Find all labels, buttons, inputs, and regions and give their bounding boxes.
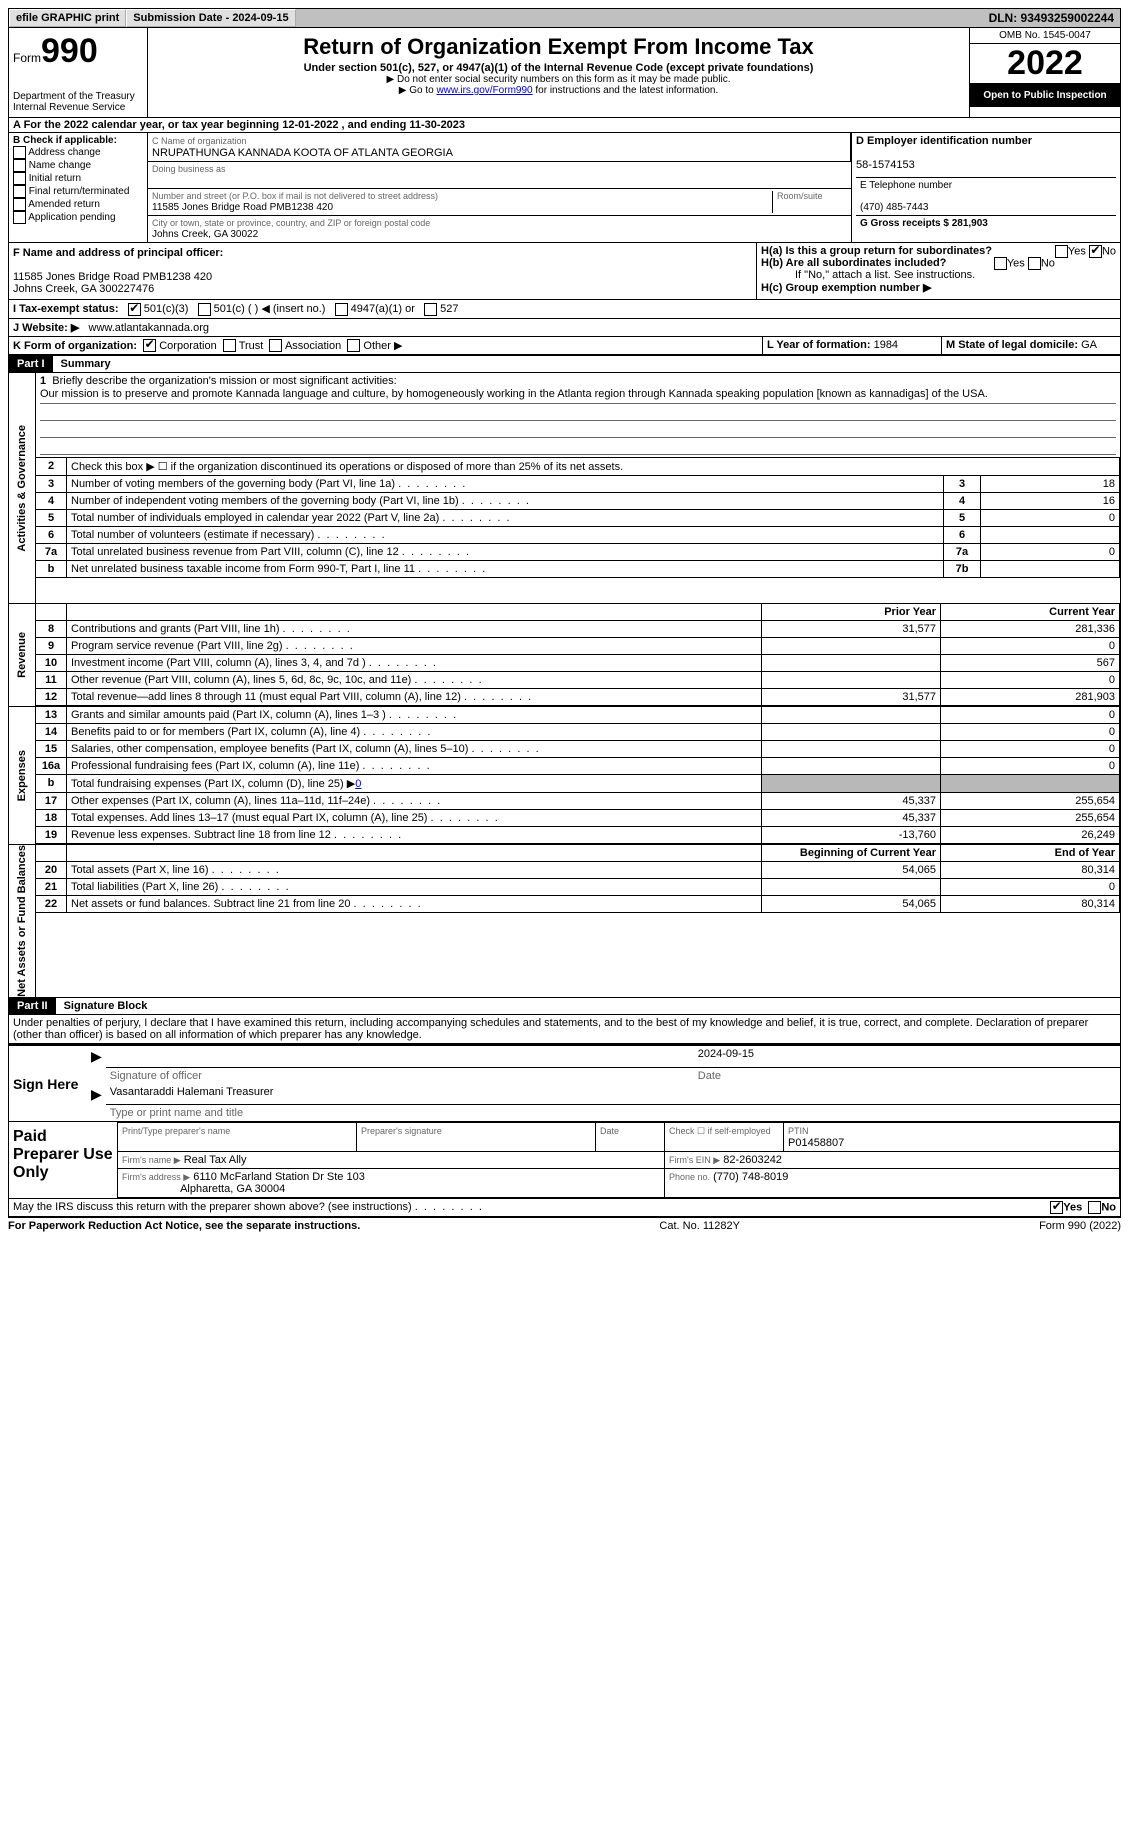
hb-no[interactable] xyxy=(1028,257,1041,270)
open-inspection: Open to Public Inspection xyxy=(970,84,1120,107)
hb-label: H(b) Are all subordinates included? xyxy=(761,257,946,269)
ha-yes[interactable] xyxy=(1055,245,1068,258)
checkbox-address-change[interactable] xyxy=(13,146,26,159)
note-ssn: ▶ Do not enter social security numbers o… xyxy=(152,74,965,85)
f-label: F Name and address of principal officer: xyxy=(13,247,223,259)
phone-value: (470) 485-7443 xyxy=(860,202,928,213)
street-label: Number and street (or P.O. box if mail i… xyxy=(152,191,438,201)
form-title: Return of Organization Exempt From Incom… xyxy=(152,34,965,60)
officer-addr: 11585 Jones Bridge Road PMB1238 420 John… xyxy=(13,271,212,295)
tax-year: 2022 xyxy=(970,43,1120,84)
ha-label: H(a) Is this a group return for subordin… xyxy=(761,245,992,257)
e-label: E Telephone number xyxy=(860,180,952,191)
declaration: Under penalties of perjury, I declare th… xyxy=(8,1015,1121,1044)
may-no[interactable] xyxy=(1088,1201,1101,1214)
b-title: B Check if applicable: xyxy=(13,135,117,146)
i-4947[interactable] xyxy=(335,303,348,316)
g-label: G Gross receipts $ 281,903 xyxy=(860,218,988,229)
website-value: www.atlantakannada.org xyxy=(89,322,209,334)
form-subtitle: Under section 501(c), 527, or 4947(a)(1)… xyxy=(152,62,965,74)
hb-yes[interactable] xyxy=(994,257,1007,270)
mission-text: Our mission is to preserve and promote K… xyxy=(40,387,1116,404)
i-501c3[interactable] xyxy=(128,303,141,316)
form-number: Form990 xyxy=(13,32,143,71)
k-other[interactable] xyxy=(347,339,360,352)
dba-label: Doing business as xyxy=(152,164,226,174)
may-discuss: May the IRS discuss this return with the… xyxy=(8,1199,1121,1217)
d-label: D Employer identification number xyxy=(856,135,1032,147)
irs-link[interactable]: www.irs.gov/Form990 xyxy=(436,85,532,96)
efile-print-button[interactable]: efile GRAPHIC print xyxy=(9,9,126,27)
k-assoc[interactable] xyxy=(269,339,282,352)
checkbox-amended[interactable] xyxy=(13,198,26,211)
paid-preparer-block: Paid Preparer Use Only Print/Type prepar… xyxy=(8,1122,1121,1199)
revenue-section: Revenue Prior YearCurrent Year 8Contribu… xyxy=(8,604,1121,707)
expenses-section: Expenses 13Grants and similar amounts pa… xyxy=(8,707,1121,845)
sign-here-block: Sign Here ▶ 2024-09-15 Signature of offi… xyxy=(8,1044,1121,1122)
row-klm: K Form of organization: Corporation Trus… xyxy=(8,337,1121,356)
ha-no[interactable] xyxy=(1089,245,1102,258)
org-name: NRUPATHUNGA KANNADA KOOTA OF ATLANTA GEO… xyxy=(152,147,453,159)
checkbox-final-return[interactable] xyxy=(13,185,26,198)
row-j: J Website: ▶ www.atlantakannada.org xyxy=(8,319,1121,337)
city-value: Johns Creek, GA 30022 xyxy=(152,229,258,240)
i-527[interactable] xyxy=(424,303,437,316)
gov-table: 2Check this box ▶ ☐ if the organization … xyxy=(36,457,1120,578)
checkbox-name-change[interactable] xyxy=(13,159,26,172)
may-yes[interactable] xyxy=(1050,1201,1063,1214)
checkbox-app-pending[interactable] xyxy=(13,211,26,224)
dept-label: Department of the Treasury Internal Reve… xyxy=(13,91,143,113)
ein-value: 58-1574153 xyxy=(856,159,915,171)
part2-header: Part IISignature Block xyxy=(8,998,1121,1015)
activities-gov-section: Activities & Governance 1 Briefly descri… xyxy=(8,373,1121,604)
submission-date-button[interactable]: Submission Date - 2024-09-15 xyxy=(126,9,295,27)
section-fh: F Name and address of principal officer:… xyxy=(8,243,1121,300)
topbar: efile GRAPHIC print Submission Date - 20… xyxy=(8,8,1121,28)
room-label: Room/suite xyxy=(777,191,823,201)
street-value: 11585 Jones Bridge Road PMB1238 420 xyxy=(152,202,333,213)
checkbox-initial-return[interactable] xyxy=(13,172,26,185)
note-link: ▶ Go to www.irs.gov/Form990 for instruct… xyxy=(152,85,965,96)
part1-header: Part ISummary xyxy=(8,355,1121,373)
footer: For Paperwork Reduction Act Notice, see … xyxy=(8,1217,1121,1232)
row-a: A For the 2022 calendar year, or tax yea… xyxy=(8,118,1121,133)
form-header: Form990 Department of the Treasury Inter… xyxy=(8,28,1121,118)
netassets-section: Net Assets or Fund Balances Beginning of… xyxy=(8,845,1121,998)
k-trust[interactable] xyxy=(223,339,236,352)
c-name-label: C Name of organization xyxy=(152,136,247,146)
i-501c[interactable] xyxy=(198,303,211,316)
mission-label: Briefly describe the organization's miss… xyxy=(52,375,396,387)
k-corp[interactable] xyxy=(143,339,156,352)
hb-note: If "No," attach a list. See instructions… xyxy=(761,269,1116,281)
city-label: City or town, state or province, country… xyxy=(152,218,430,228)
row-i: I Tax-exempt status: 501(c)(3) 501(c) ( … xyxy=(8,300,1121,319)
section-bcd: B Check if applicable: Address change Na… xyxy=(8,133,1121,243)
hc-label: H(c) Group exemption number ▶ xyxy=(761,282,931,294)
omb-label: OMB No. 1545-0047 xyxy=(970,28,1120,43)
dln-label: DLN: 93493259002244 xyxy=(983,9,1120,27)
